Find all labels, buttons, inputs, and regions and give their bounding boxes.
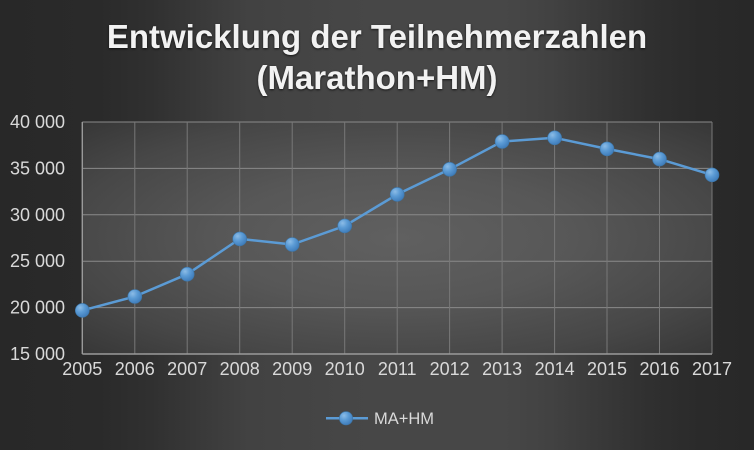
- svg-text:30 000: 30 000: [10, 205, 65, 225]
- svg-text:2009: 2009: [272, 359, 312, 379]
- svg-text:2016: 2016: [639, 359, 679, 379]
- svg-text:20 000: 20 000: [10, 298, 65, 318]
- svg-text:40 000: 40 000: [10, 112, 65, 132]
- svg-text:2012: 2012: [430, 359, 470, 379]
- svg-text:35 000: 35 000: [10, 158, 65, 178]
- svg-text:2015: 2015: [587, 359, 627, 379]
- svg-text:2017: 2017: [692, 359, 732, 379]
- svg-text:2007: 2007: [167, 359, 207, 379]
- svg-text:2010: 2010: [325, 359, 365, 379]
- svg-text:2011: 2011: [378, 359, 417, 379]
- svg-text:2005: 2005: [62, 359, 102, 379]
- svg-text:2014: 2014: [535, 359, 575, 379]
- svg-text:25 000: 25 000: [10, 251, 65, 271]
- svg-text:2008: 2008: [220, 359, 260, 379]
- svg-text:MA+HM: MA+HM: [374, 410, 434, 428]
- svg-text:2013: 2013: [482, 359, 522, 379]
- svg-text:15 000: 15 000: [10, 344, 65, 364]
- svg-text:2006: 2006: [115, 359, 155, 379]
